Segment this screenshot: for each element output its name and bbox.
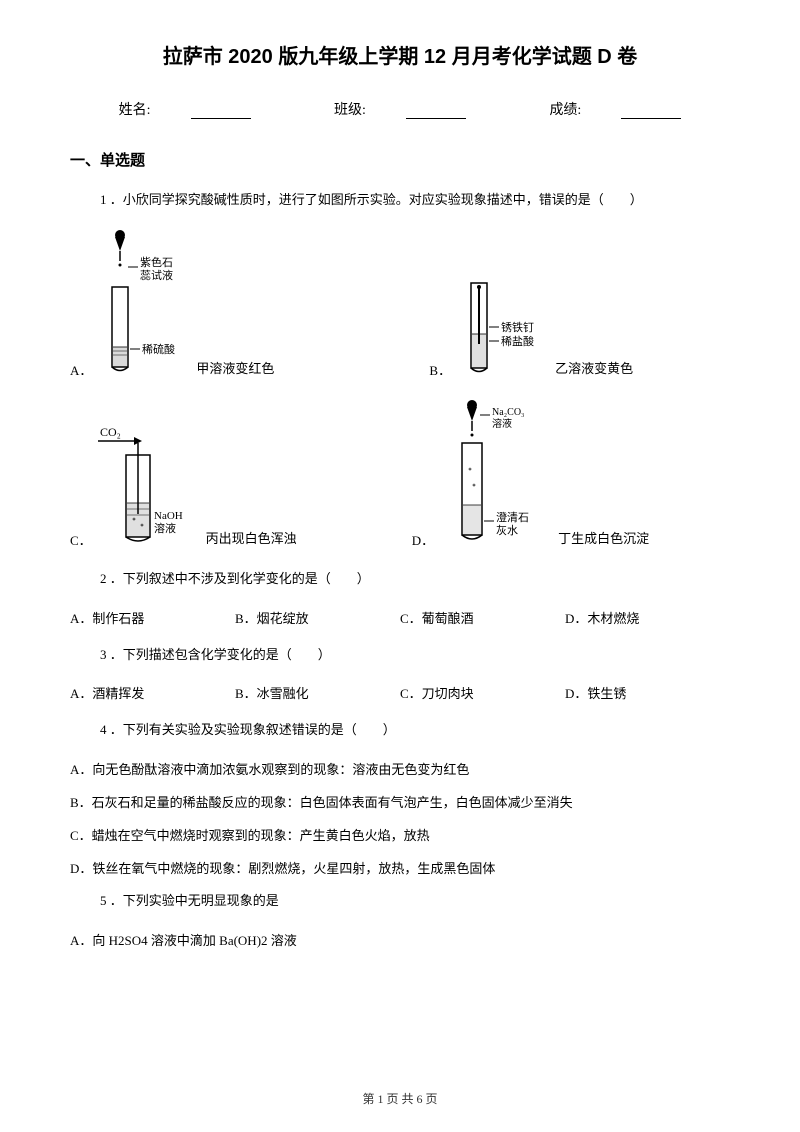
section-1-header: 一、单选题: [70, 149, 730, 170]
question-4-text: 4 ．下列有关实验及实验现象叙述错误的是（ ）: [100, 720, 730, 741]
question-2-text: 2 ．下列叙述中不涉及到化学变化的是（ ）: [100, 569, 730, 590]
q1-optD-label: D．: [412, 530, 434, 549]
class-blank[interactable]: [406, 103, 466, 119]
q1-diagram-c: CO₂ NaOH 溶液: [98, 419, 198, 549]
question-3-options: A．酒精挥发 B．冰雪融化 C．刀切肉块 D．铁生锈: [70, 683, 730, 702]
q1-diagram-b: 锈铁钉 稀盐酸: [457, 279, 547, 379]
q4-opt-a: A．向无色酚酞溶液中滴加浓氨水观察到的现象：溶液由无色变为红色: [70, 759, 730, 778]
svg-text:溶液: 溶液: [154, 521, 176, 535]
q3-opt-b: B．冰雪融化: [235, 683, 400, 702]
q1-optC-desc: 丙出现白色浑浊: [206, 528, 297, 547]
page-footer: 第 1 页 共 6 页: [0, 1090, 800, 1107]
q1-optC-label: C．: [70, 530, 92, 549]
question-5-text: 5 ．下列实验中无明显现象的是: [100, 891, 730, 912]
q4-opt-c: C．蜡烛在空气中燃烧时观察到的现象：产生黄白色火焰，放热: [70, 825, 730, 844]
svg-text:Na₂CO₃: Na₂CO₃: [492, 407, 525, 418]
q1-row-ab: A． 紫色石 蕊试液 稀硫酸 甲溶液变红色 B．: [70, 229, 730, 379]
q2-opt-b: B．烟花绽放: [235, 608, 400, 627]
q2-opt-a: A．制作石器: [70, 608, 235, 627]
q1-row-cd: C． CO₂ NaOH 溶液 丙出现白色浑浊 D． Na₂CO₃: [70, 399, 730, 549]
svg-text:蕊试液: 蕊试液: [140, 268, 173, 282]
class-label: 班级:: [314, 103, 486, 118]
q3-opt-c: C．刀切肉块: [400, 683, 565, 702]
q2-opt-d: D．木材燃烧: [565, 608, 730, 627]
question-1-text: 1 ．小欣同学探究酸碱性质时，进行了如图所示实验。对应实验现象描述中，错误的是（…: [100, 190, 730, 211]
name-label: 姓名:: [99, 103, 271, 118]
q1-optA-label: A．: [70, 360, 92, 379]
svg-text:澄清石: 澄清石: [496, 510, 529, 524]
q1-optB-desc: 乙溶液变黄色: [555, 358, 633, 377]
q5-opt-a: A．向 H2SO4 溶液中滴加 Ba(OH)2 溶液: [70, 930, 730, 949]
q1-optB-label: B．: [429, 360, 451, 379]
svg-text:紫色石: 紫色石: [140, 255, 173, 269]
question-3-text: 3 ．下列描述包含化学变化的是（ ）: [100, 645, 730, 666]
q1-optA-desc: 甲溶液变红色: [196, 358, 274, 377]
q2-opt-c: C．葡萄酿酒: [400, 608, 565, 627]
q1-diagram-a: 紫色石 蕊试液 稀硫酸: [98, 229, 188, 379]
svg-text:NaOH: NaOH: [154, 510, 183, 522]
q4-opt-d: D．铁丝在氧气中燃烧的现象：剧烈燃烧，火星四射，放热，生成黑色固体: [70, 858, 730, 877]
score-label: 成绩:: [529, 103, 701, 118]
student-info-line: 姓名: 班级: 成绩:: [70, 99, 730, 119]
q1-diagram-d: Na₂CO₃ 溶液 澄清石 灰水: [440, 399, 550, 549]
svg-text:CO₂: CO₂: [100, 425, 121, 439]
svg-text:灰水: 灰水: [496, 523, 518, 537]
question-2-options: A．制作石器 B．烟花绽放 C．葡萄酿酒 D．木材燃烧: [70, 608, 730, 627]
svg-text:锈铁钉: 锈铁钉: [501, 321, 534, 334]
score-blank[interactable]: [621, 103, 681, 119]
q1-optD-desc: 丁生成白色沉淀: [558, 528, 649, 547]
q4-opt-b: B．石灰石和足量的稀盐酸反应的现象：白色固体表面有气泡产生，白色固体减少至消失: [70, 792, 730, 811]
svg-text:溶液: 溶液: [492, 417, 512, 430]
page-title: 拉萨市 2020 版九年级上学期 12 月月考化学试题 D 卷: [70, 40, 730, 69]
name-blank[interactable]: [191, 103, 251, 119]
svg-text:稀硫酸: 稀硫酸: [142, 342, 175, 356]
svg-text:稀盐酸: 稀盐酸: [501, 334, 534, 348]
q3-opt-a: A．酒精挥发: [70, 683, 235, 702]
q3-opt-d: D．铁生锈: [565, 683, 730, 702]
